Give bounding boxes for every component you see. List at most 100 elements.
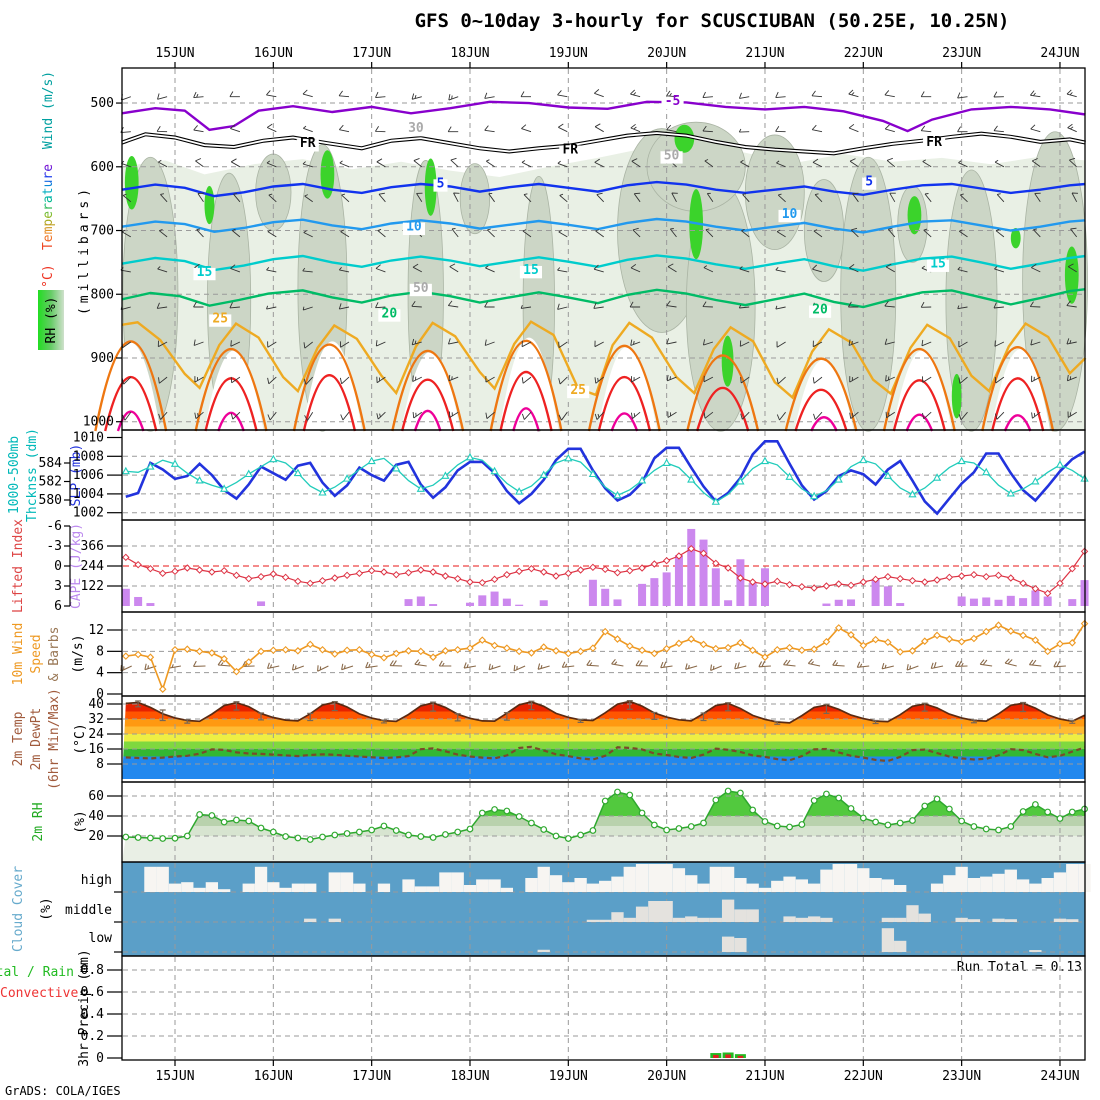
wind-barb [812, 264, 823, 273]
li-tick-label: 3 [54, 579, 62, 594]
lifted-index-marker [441, 572, 450, 580]
cloud-bar-high [574, 878, 587, 892]
cloud-bar-high [894, 885, 907, 892]
wind-barb [685, 663, 698, 670]
lifted-index-marker [601, 565, 609, 574]
rh-marker [712, 796, 720, 804]
wind-barb [1068, 157, 1078, 168]
rh-shading-medium [1022, 131, 1088, 432]
rh-marker [995, 826, 1002, 834]
wind-speed-marker [134, 650, 142, 659]
wind-barb [159, 228, 168, 238]
wind-barb [666, 300, 677, 308]
cloud-bar-high [844, 864, 858, 892]
cloud-row-label: high [81, 873, 112, 888]
rh-marker [982, 825, 990, 833]
rh-marker [675, 825, 683, 832]
wind-barb [156, 302, 168, 309]
wind-barb [848, 123, 859, 133]
wind-barb [702, 301, 713, 308]
wind-barb [811, 124, 823, 133]
thickness-marker [342, 474, 352, 482]
cape-bar [465, 602, 474, 606]
wind-barb [558, 411, 568, 421]
t2m-axis-unit: (°C) [73, 723, 88, 754]
panel-precip [123, 957, 1084, 1059]
contour-label: 10 [406, 220, 422, 235]
wind-barb [194, 411, 204, 419]
thickness-marker [293, 468, 303, 477]
rh-marker [1068, 808, 1076, 816]
wind-barb [557, 267, 568, 273]
temp-tick-label: 32 [88, 712, 104, 727]
cloud-bar-high [304, 883, 317, 892]
wind-speed-marker [675, 639, 683, 648]
cloud-bar-high [943, 875, 956, 892]
lifted-index-marker [343, 571, 351, 580]
cloud-bar-high [697, 883, 710, 892]
temp-contour-35 [990, 377, 1045, 432]
wind-barb [994, 159, 1005, 168]
wind-speed-marker [244, 658, 253, 666]
rh-marker [1031, 801, 1039, 808]
thickness-marker [392, 464, 401, 472]
temp-minmax-whisker [1069, 720, 1076, 724]
wind-speed-marker [441, 647, 450, 655]
wind-speed-marker [1031, 636, 1040, 644]
wind-barb [1030, 90, 1041, 98]
wind-speed-marker [933, 631, 941, 640]
rh-marker [650, 821, 658, 829]
thickness-marker [785, 472, 794, 480]
lifted-index-marker [540, 568, 548, 576]
lifted-index-marker [761, 580, 769, 588]
cape-bar [650, 578, 659, 606]
rh-marker [945, 805, 953, 813]
wind-barb [339, 160, 350, 168]
panel-2m-temp-dewpt [122, 697, 1085, 781]
wind-barb [338, 267, 350, 273]
rh-shading-bright [204, 185, 215, 225]
pressure-tick-label: 700 [91, 224, 114, 239]
wind-barb [734, 662, 747, 670]
thickness-marker [244, 469, 253, 478]
wind-barb [266, 662, 280, 670]
rh-band [122, 836, 1085, 861]
wind-barb [635, 660, 649, 667]
cape-bar [883, 586, 892, 606]
rh-marker [724, 787, 732, 795]
wind-barb [338, 303, 350, 310]
cloud-bar-middle [894, 917, 907, 922]
lifted-index-marker [613, 568, 622, 577]
wind-speed-marker [650, 649, 659, 658]
rh-shading-bright [674, 124, 695, 153]
wind-barb [611, 658, 624, 667]
slp-tick-label: 1008 [73, 449, 104, 464]
wind-barb [447, 126, 459, 133]
wind-barb [378, 192, 386, 203]
temp-minmax-whisker [970, 719, 977, 724]
lifted-index-marker [146, 564, 155, 573]
temp-minmax-whisker [626, 700, 633, 710]
rh-marker [257, 824, 265, 832]
wind-barb [776, 376, 786, 385]
wind-barb [449, 411, 459, 418]
slp-tick-label: 1004 [73, 487, 104, 502]
cape-bar [1006, 595, 1015, 606]
temp-contour-40 [810, 416, 838, 432]
contour-label-halo [404, 123, 427, 137]
wind-barb [303, 125, 313, 133]
rh-marker [835, 794, 843, 802]
wind-speed-marker [1068, 639, 1077, 647]
temp-minmax-whisker [135, 700, 142, 708]
temp-minmax-whisker [233, 701, 240, 711]
temp-contour-35 [892, 379, 947, 432]
cape-bar [515, 604, 524, 606]
wind-barb [230, 264, 241, 273]
cape-bar [994, 599, 1003, 606]
cloud-bar-middle [611, 912, 624, 922]
wind-barb [812, 376, 823, 384]
lifted-index-marker [195, 566, 204, 574]
temp-minmax-whisker [528, 700, 535, 711]
temp-minmax-whisker [380, 719, 387, 724]
rh-marker [921, 802, 929, 810]
